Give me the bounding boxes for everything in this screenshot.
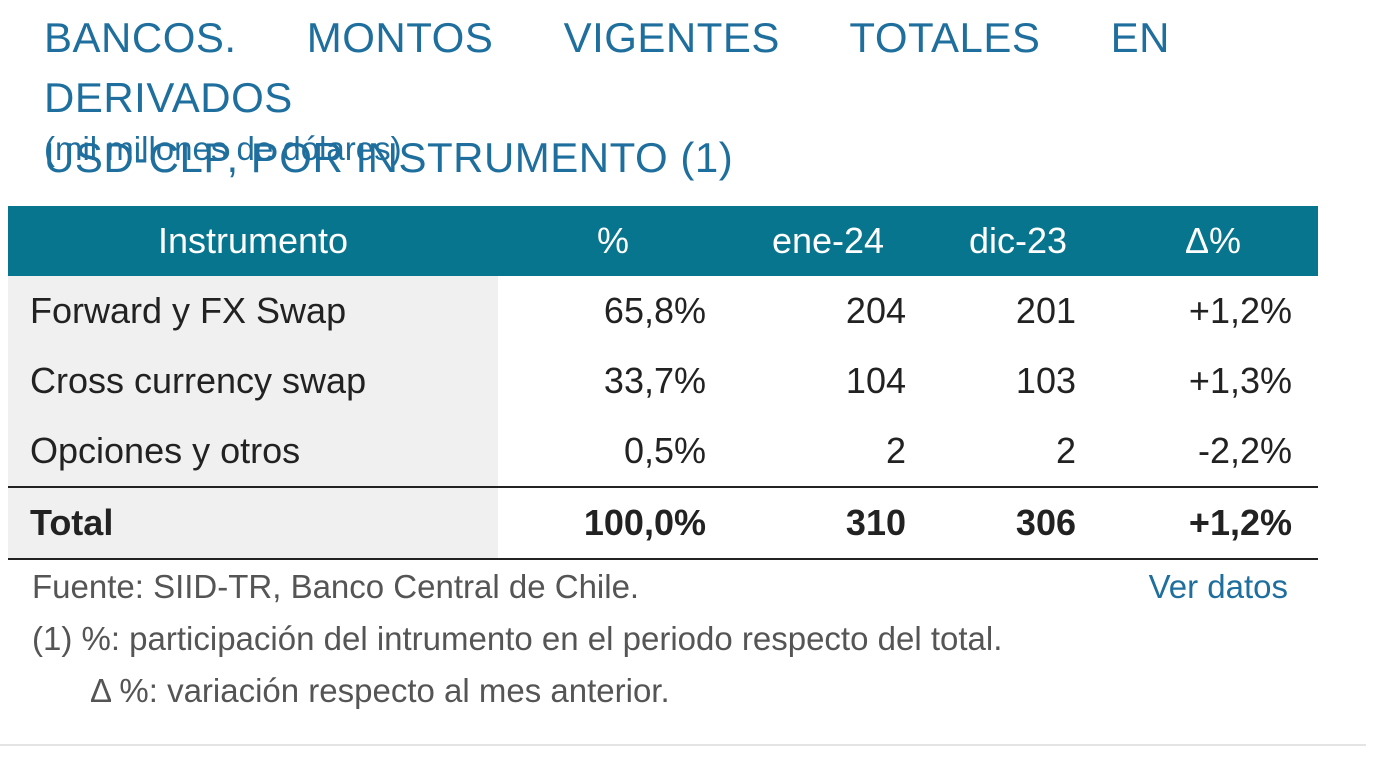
total-row: Total 100,0% 310 306 +1,2% bbox=[8, 486, 1318, 560]
table-row: Opciones y otros 0,5% 2 2 -2,2% bbox=[8, 416, 1318, 487]
source-note: Fuente: SIID-TR, Banco Central de Chile. bbox=[32, 568, 640, 605]
page-title: BANCOS. MONTOS VIGENTES TOTALES EN DERIV… bbox=[44, 8, 1170, 188]
total-pct: 100,0% bbox=[498, 486, 728, 560]
header-dic-23: dic-23 bbox=[928, 206, 1108, 276]
table-row: Cross currency swap 33,7% 104 103 +1,3% bbox=[8, 346, 1318, 416]
row-delta: -2,2% bbox=[1197, 430, 1292, 471]
header-delta: Δ% bbox=[1108, 206, 1318, 276]
total-delta: +1,2% bbox=[1108, 486, 1318, 560]
total-dic-23: 306 bbox=[928, 486, 1108, 560]
table-header-row: Instrumento % ene-24 dic-23 Δ% bbox=[8, 206, 1318, 276]
row-instrument: Cross currency swap bbox=[8, 346, 498, 416]
row-dic-23: 201 bbox=[1015, 290, 1076, 331]
total-label: Total bbox=[8, 486, 498, 560]
row-ene-24: 104 bbox=[845, 360, 906, 401]
header-pct: % bbox=[498, 206, 728, 276]
row-pct: 0,5% bbox=[623, 430, 706, 471]
row-delta: +1,2% bbox=[1188, 290, 1292, 331]
table-row: Forward y FX Swap 65,8% 204 201 +1,2% bbox=[8, 276, 1318, 346]
derivatives-table: Instrumento % ene-24 dic-23 Δ% Forward y… bbox=[8, 206, 1318, 560]
header-instrumento: Instrumento bbox=[8, 206, 498, 276]
bottom-divider bbox=[0, 744, 1366, 746]
footnote-1: (1) %: participación del intrumento en e… bbox=[32, 620, 1003, 657]
row-instrument: Forward y FX Swap bbox=[8, 276, 498, 346]
row-dic-23: 103 bbox=[1015, 360, 1076, 401]
title-line-1: BANCOS. MONTOS VIGENTES TOTALES EN DERIV… bbox=[44, 14, 1170, 121]
title-line-2: USD-CLP, POR INSTRUMENTO (1) bbox=[44, 134, 734, 181]
row-ene-24: 204 bbox=[845, 290, 906, 331]
ver-datos-link[interactable]: Ver datos bbox=[1148, 568, 1288, 605]
row-delta: +1,3% bbox=[1188, 360, 1292, 401]
row-dic-23: 2 bbox=[1055, 430, 1076, 471]
row-pct: 33,7% bbox=[603, 360, 706, 401]
row-ene-24: 2 bbox=[885, 430, 906, 471]
row-instrument: Opciones y otros bbox=[8, 416, 498, 487]
page-subtitle: (mil millones de dólares) bbox=[44, 130, 402, 167]
total-ene-24: 310 bbox=[728, 486, 928, 560]
row-pct: 65,8% bbox=[603, 290, 706, 331]
footnote-2: Δ %: variación respecto al mes anterior. bbox=[90, 672, 670, 709]
header-ene-24: ene-24 bbox=[728, 206, 928, 276]
